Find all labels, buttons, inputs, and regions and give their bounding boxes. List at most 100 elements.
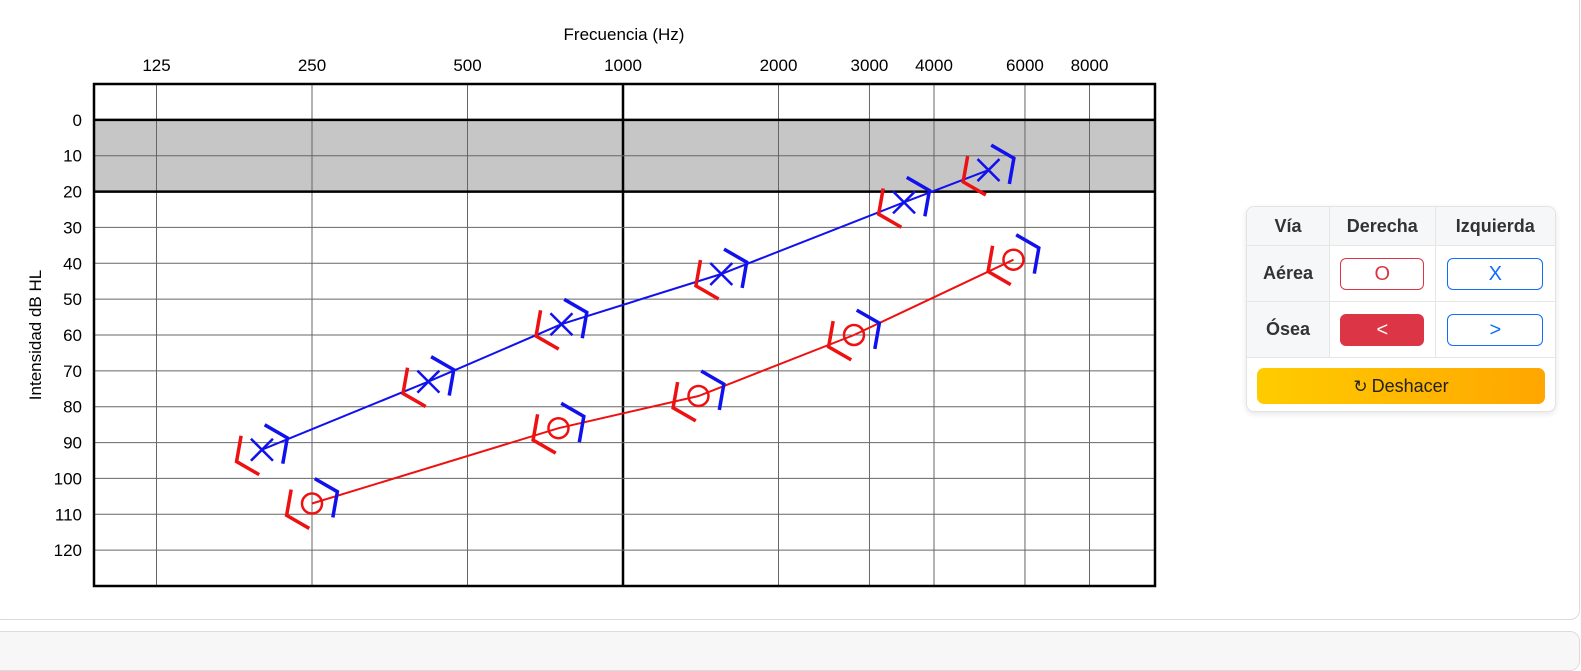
left-mark-0-x2 [250, 437, 274, 462]
left-mark-2-bone-left-path [563, 297, 589, 339]
left-mark-5-bone-left [990, 143, 1016, 185]
freq-tick-500: 500 [453, 56, 481, 75]
right-mark-1-bone-right-path [531, 413, 557, 455]
undo-button[interactable]: ↻ Deshacer [1257, 368, 1545, 404]
db-tick-100: 100 [54, 469, 82, 488]
left-mark-3-bone-left [723, 247, 749, 289]
left-mark-2-bone-right-path [534, 310, 560, 351]
right-mark-0-bone-right [284, 489, 311, 530]
undo-icon: ↻ [1353, 377, 1368, 396]
left-mark-2-x2 [549, 312, 574, 337]
freq-tick-3000: 3000 [851, 56, 889, 75]
db-tick-60: 60 [63, 326, 82, 345]
frequency-tick-labels: 125 250 500 1000 2000 3000 4000 6000 8000 [142, 56, 1108, 75]
freq-tick-4000: 4000 [915, 56, 953, 75]
left-mark-1-bone-right [401, 367, 427, 409]
row-osea: Ósea < > [1247, 301, 1555, 358]
right-mark-1-bone-left-path [560, 401, 586, 443]
db-tick-40: 40 [63, 254, 82, 273]
right-mark-2-bone-left [700, 369, 726, 411]
right-mark-4-bone-left-path [1015, 233, 1041, 274]
row-label-aerea: Aérea [1247, 245, 1330, 302]
row-label-osea: Ósea [1247, 301, 1330, 358]
left-mark-2-bone-left [563, 297, 589, 339]
left-mark-3-bone-right [694, 259, 720, 301]
left-mark-1-bone-right-path [401, 367, 427, 409]
left-mark-4-bone-right [876, 188, 903, 229]
freq-tick-125: 125 [142, 56, 170, 75]
header-derecha: Derecha [1329, 207, 1436, 246]
left-mark-5-bone-right [961, 155, 987, 197]
left-mark-0-bone-left-path [263, 423, 290, 464]
db-tick-30: 30 [63, 218, 82, 237]
row-aerea: Aérea O X [1247, 245, 1555, 302]
grid-lines [94, 84, 1155, 586]
db-tick-80: 80 [63, 398, 82, 417]
left-ear-line [261, 169, 989, 451]
left-mark-4-bone-right-path [876, 188, 903, 229]
chart-title: Frecuencia (Hz) [564, 25, 685, 44]
right-mark-0-bone-right-path [284, 489, 311, 530]
right-bone-button[interactable]: < [1340, 313, 1425, 346]
right-mark-0-bone-left-path [313, 477, 340, 518]
freq-tick-2000: 2000 [760, 56, 798, 75]
y-axis-label: Intensidad dB HL [26, 270, 45, 400]
right-mark-2-bone-left-path [700, 369, 726, 411]
right-mark-4-bone-left [1015, 233, 1041, 274]
right-mark-4-circle [1002, 248, 1025, 271]
left-mark-4-bone-left-path [905, 175, 932, 217]
left-mark-0-bone-right [234, 435, 261, 477]
right-mark-4-bone-right-path [986, 245, 1012, 287]
right-mark-3-bone-left [855, 308, 882, 350]
left-air-button[interactable]: X [1447, 257, 1544, 290]
right-mark-0-bone-left [313, 477, 340, 518]
freq-tick-1000: 1000 [604, 56, 642, 75]
right-mark-1-circle [547, 416, 570, 440]
right-mark-3-circle [842, 323, 866, 347]
left-mark-4-bone-left [905, 175, 932, 217]
left-mark-4-x2 [892, 190, 916, 215]
db-tick-50: 50 [63, 290, 82, 309]
left-mark-3-x2 [709, 262, 734, 286]
left-mark-1-x2 [416, 369, 441, 394]
audiogram-chart[interactable]: Frecuencia (Hz) Intensidad dB HL 125 250 5… [0, 0, 1180, 620]
right-mark-4-bone-right [986, 245, 1012, 287]
freq-tick-8000: 8000 [1071, 56, 1109, 75]
right-mark-2-circle [687, 384, 710, 408]
db-tick-90: 90 [63, 434, 82, 453]
db-tick-labels: 0 10 20 30 40 50 60 70 80 90 100 110 120 [54, 111, 82, 560]
left-mark-3-bone-right-path [694, 259, 720, 301]
controls-table: Vía Derecha Izquierda Aérea O X Ósea < > [1247, 207, 1555, 358]
undo-label: Deshacer [1371, 376, 1449, 396]
left-mark-0-bone-right-path [234, 435, 261, 477]
right-mark-3-bone-left-path [855, 308, 882, 350]
left-mark-1-bone-left-path [430, 355, 456, 396]
db-tick-120: 120 [54, 541, 82, 560]
freq-tick-250: 250 [298, 56, 326, 75]
right-mark-1-bone-left [560, 401, 586, 443]
db-tick-10: 10 [63, 147, 82, 166]
left-mark-5-x2 [976, 158, 1001, 182]
db-tick-20: 20 [63, 183, 82, 202]
right-mark-1-bone-right [531, 413, 557, 455]
db-tick-110: 110 [55, 505, 82, 524]
header-via: Vía [1247, 207, 1330, 246]
audiogram-marks [234, 143, 1041, 530]
right-mark-2-bone-right [671, 381, 697, 423]
left-bone-button[interactable]: > [1447, 313, 1544, 346]
controls-panel: Vía Derecha Izquierda Aérea O X Ósea < >… [1246, 206, 1556, 412]
right-mark-2-bone-right-path [671, 381, 697, 423]
left-mark-3-bone-left-path [723, 247, 749, 289]
left-mark-5-bone-right-path [961, 155, 987, 197]
db-tick-70: 70 [63, 362, 82, 381]
db-tick-0: 0 [73, 111, 82, 130]
freq-tick-6000: 6000 [1006, 56, 1044, 75]
right-ear-line [311, 258, 1014, 505]
header-izquierda: Izquierda [1435, 207, 1555, 246]
audiogram-lines [261, 169, 1014, 505]
bottom-card [0, 631, 1580, 671]
plot-border [92, 82, 1157, 588]
left-mark-0-bone-left [263, 423, 290, 464]
right-mark-0-circle [300, 492, 324, 515]
right-air-button[interactable]: O [1340, 257, 1425, 290]
